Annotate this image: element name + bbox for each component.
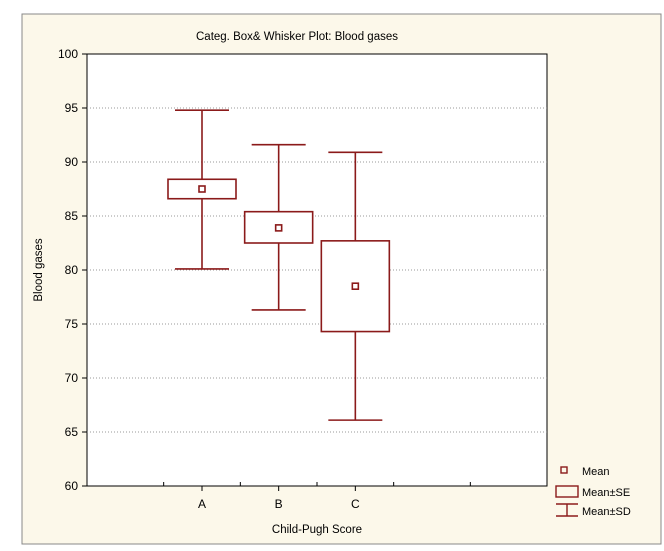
y-tick-label: 60 bbox=[65, 479, 79, 493]
x-axis: A B C bbox=[163, 482, 471, 511]
mean-marker bbox=[198, 185, 206, 193]
legend-mean-label: Mean bbox=[582, 466, 610, 478]
y-tick-label: 95 bbox=[65, 101, 79, 115]
legend-se-label: Mean±SE bbox=[582, 487, 630, 499]
chart-title: Categ. Box& Whisker Plot: Blood gases bbox=[196, 31, 398, 43]
se-box bbox=[320, 240, 391, 333]
se-box bbox=[243, 210, 314, 244]
box-group-b bbox=[243, 143, 314, 311]
y-tick-label: 100 bbox=[58, 47, 78, 61]
x-tick-label: A bbox=[198, 497, 206, 511]
legend-mean-marker bbox=[560, 466, 568, 474]
y-tick-label: 70 bbox=[65, 371, 79, 385]
mean-marker bbox=[274, 224, 283, 232]
y-axis: 60 65 70 75 80 85 90 95 100 bbox=[58, 47, 87, 493]
y-tick-label: 85 bbox=[65, 209, 79, 223]
y-tick-label: 75 bbox=[65, 317, 79, 331]
box-group-c bbox=[320, 151, 391, 421]
plot-area bbox=[86, 53, 548, 487]
y-tick-label: 80 bbox=[65, 263, 79, 277]
mean-marker bbox=[351, 282, 360, 291]
x-axis-label: Child-Pugh Score bbox=[272, 524, 362, 536]
legend-se-marker bbox=[555, 485, 579, 498]
y-tick-label: 90 bbox=[65, 155, 79, 169]
x-tick-label: B bbox=[275, 497, 283, 511]
y-tick-label: 65 bbox=[65, 425, 79, 439]
legend-sd-label: Mean±SD bbox=[582, 506, 631, 518]
legend: Mean Mean±SE Mean±SD bbox=[555, 466, 631, 518]
y-axis-label: Blood gases bbox=[33, 238, 45, 302]
x-tick-label: C bbox=[351, 497, 360, 511]
box-series bbox=[167, 109, 391, 421]
box-group-a bbox=[167, 109, 237, 270]
